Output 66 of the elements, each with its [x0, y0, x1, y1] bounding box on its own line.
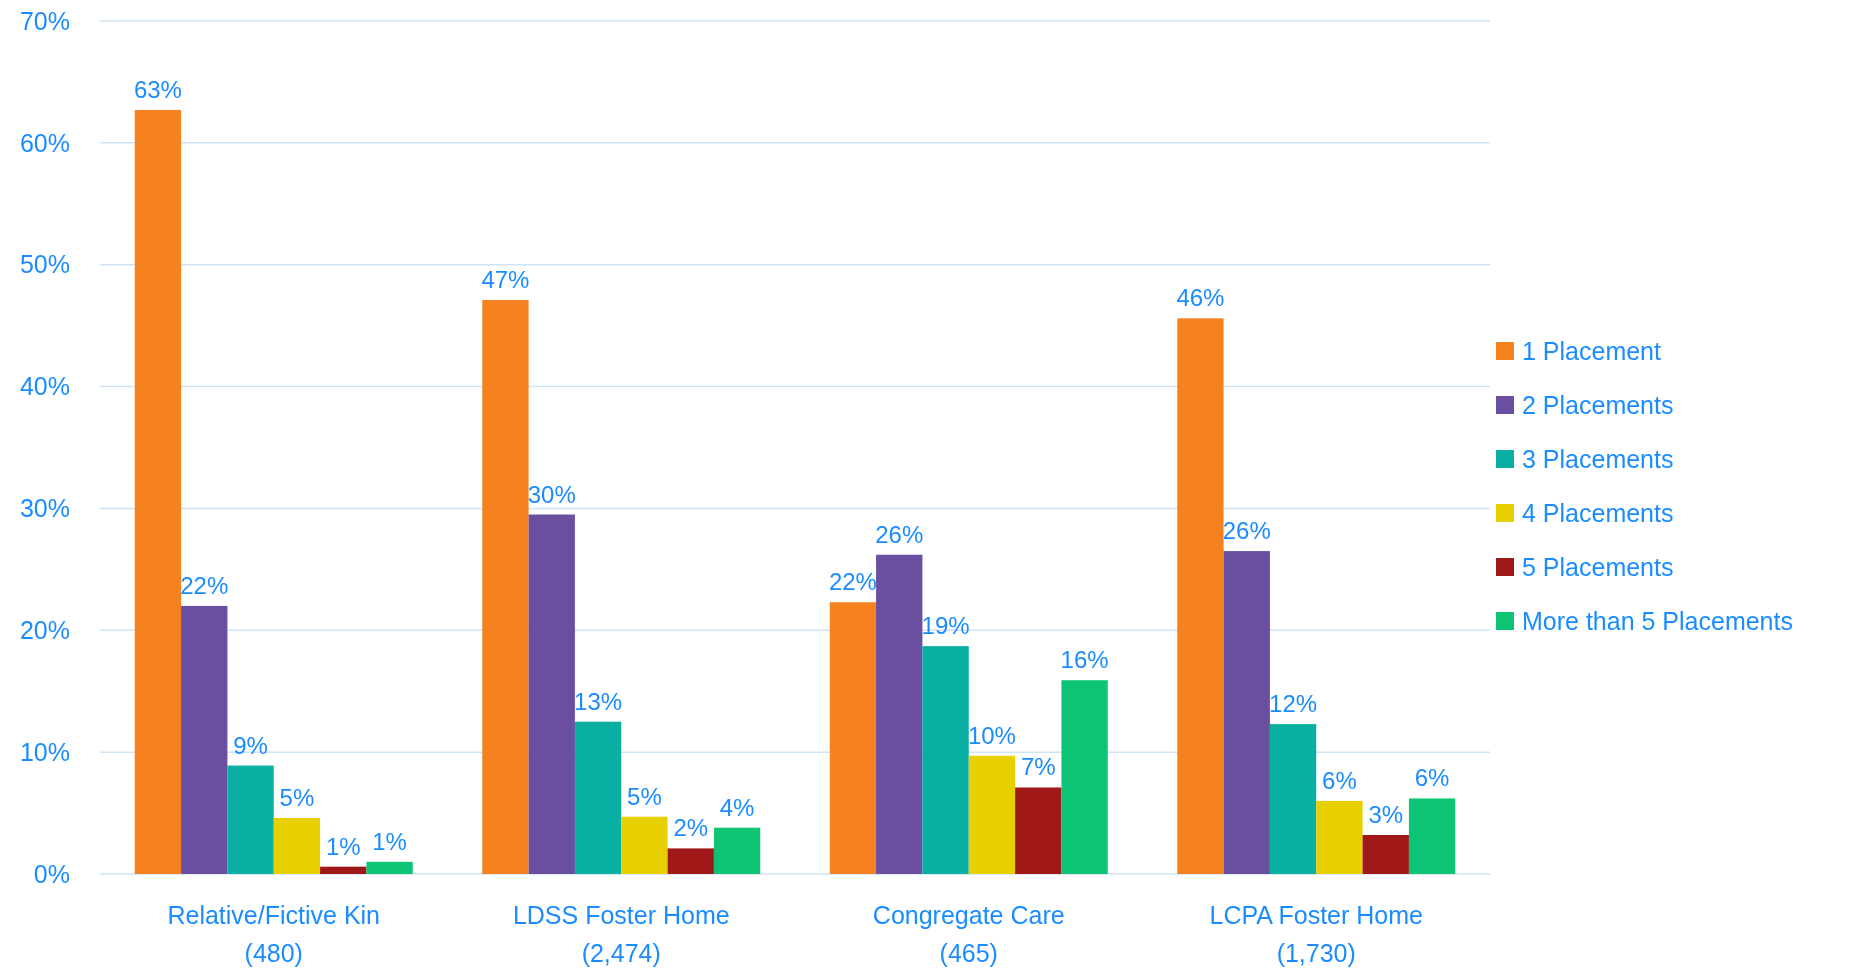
bar	[1408, 798, 1456, 874]
bar	[829, 602, 877, 874]
bar	[1015, 787, 1062, 874]
legend-label: 4 Placements	[1522, 498, 1674, 527]
data-label: 7%	[1020, 753, 1056, 781]
data-label: 4%	[719, 793, 755, 821]
data-label: 47%	[481, 266, 530, 294]
bar	[1316, 800, 1363, 874]
bar	[227, 765, 274, 874]
legend-label: 1 Placement	[1522, 336, 1662, 365]
y-tick-label: 0%	[33, 859, 70, 888]
bar	[1362, 835, 1409, 874]
data-label: 5%	[279, 783, 315, 811]
bar	[1177, 318, 1224, 874]
bar	[320, 866, 367, 874]
bar	[366, 861, 413, 874]
bar	[181, 605, 228, 874]
legend-label: 2 Placements	[1522, 390, 1674, 419]
bar	[922, 646, 969, 874]
legend-label: More than 5 Placements	[1522, 606, 1793, 635]
data-label: 26%	[1222, 517, 1271, 545]
data-label: 46%	[1176, 284, 1225, 312]
data-label: 22%	[180, 571, 229, 599]
data-label: 10%	[967, 721, 1016, 749]
bar	[713, 827, 761, 874]
data-label: 22%	[828, 568, 877, 596]
y-tick-label: 30%	[19, 494, 70, 523]
y-tick-label: 10%	[19, 737, 70, 766]
bar	[667, 848, 714, 874]
data-label: 1%	[372, 827, 407, 855]
data-label: 30%	[527, 480, 576, 508]
x-tick-label: LDSS Foster Home (2,474)	[512, 901, 730, 967]
data-label: 16%	[1060, 646, 1109, 674]
bar	[876, 554, 923, 874]
data-label: 6%	[1322, 766, 1357, 794]
data-label: 63%	[133, 75, 182, 103]
data-label: 1%	[325, 832, 361, 860]
x-tick-label: Relative/Fictive Kin (480)	[167, 901, 381, 967]
x-tick-label: Congregate Care (465)	[872, 901, 1065, 967]
x-tick-label: LCPA Foster Home (1,730)	[1209, 901, 1424, 967]
data-label: 3%	[1368, 801, 1404, 829]
bar	[528, 514, 575, 874]
y-tick-label: 70%	[19, 6, 70, 35]
bar	[273, 817, 321, 874]
bar	[621, 816, 668, 874]
data-label: 19%	[921, 612, 970, 640]
y-tick-label: 40%	[19, 372, 70, 401]
data-label: 13%	[574, 687, 623, 715]
bar	[482, 300, 529, 874]
legend-label: 5 Placements	[1522, 552, 1674, 581]
bar	[134, 109, 182, 874]
data-label: 26%	[875, 520, 924, 548]
bar	[1061, 680, 1108, 874]
data-label: 2%	[673, 814, 709, 842]
legend-label: 3 Placements	[1522, 444, 1674, 473]
data-label: 5%	[627, 782, 662, 810]
data-label: 9%	[233, 731, 268, 759]
bar	[1223, 551, 1270, 874]
bar	[1269, 724, 1317, 874]
y-tick-label: 20%	[19, 616, 70, 645]
data-label: 12%	[1269, 690, 1318, 718]
y-tick-label: 50%	[19, 250, 70, 279]
y-tick-label: 60%	[19, 128, 70, 157]
bar	[574, 721, 622, 874]
bar	[968, 755, 1016, 874]
data-label: 6%	[1414, 764, 1450, 792]
